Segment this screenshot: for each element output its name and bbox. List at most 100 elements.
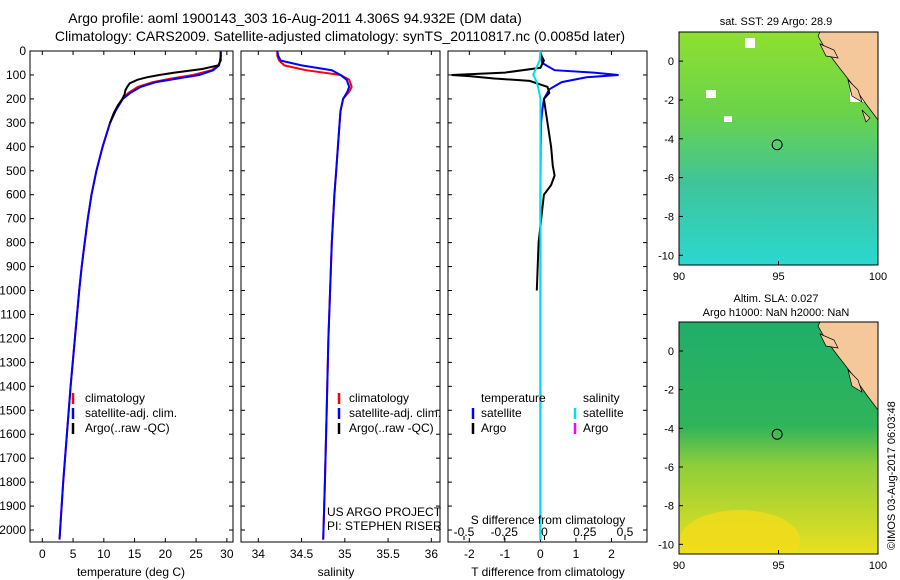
s-diff-tick-label: -0.5: [454, 525, 475, 539]
x-tick-label: 30: [220, 547, 234, 561]
sst-map-title: sat. SST: 29 Argo: 28.9: [720, 16, 833, 28]
high-sla-patch: [680, 510, 800, 554]
difference-legend: temperature salinity satellite Argo sate…: [471, 391, 624, 435]
series-line-salinity-satellite: [532, 50, 542, 540]
x-tick-label: 34.5: [290, 547, 314, 561]
legend-t-satellite: satellite: [481, 406, 522, 420]
lat-tick-label: -2: [664, 95, 674, 107]
sla-map-title-line2: Argo h1000: NaN h2000: NaN: [703, 307, 850, 319]
island: [861, 109, 871, 123]
depth-tick-label: 500: [6, 164, 26, 178]
lat-tick-label: -4: [664, 134, 674, 146]
x-tick-label: 36: [425, 547, 439, 561]
lon-tick-label: 95: [772, 271, 784, 283]
legend-climatology: climatology: [85, 391, 145, 405]
lat-tick-label: -10: [658, 250, 674, 262]
difference-axes-box: [447, 50, 648, 543]
project-credit: US ARGO PROJECT: [327, 505, 442, 519]
missing-data-patch: [706, 90, 716, 98]
temperature-panel: 0100200300400500600700800900100011001200…: [0, 44, 234, 579]
lon-tick-label: 100: [869, 271, 887, 283]
salinity-x-label: salinity: [318, 565, 355, 579]
s-diff-tick-label: 0: [541, 525, 548, 539]
legend-s-argo: Argo: [583, 421, 609, 435]
salinity-series: [276, 50, 353, 540]
legend-s-satellite: satellite: [583, 406, 624, 420]
legend-argo: Argo(..raw -QC): [85, 421, 170, 435]
island: [847, 78, 863, 103]
depth-tick-label: 600: [6, 188, 26, 202]
depth-tick-label: 300: [6, 116, 26, 130]
sla-map-title-line1: Altim. SLA: 0.027: [734, 293, 819, 305]
temperature-legend: climatology satellite-adj. clim. Argo(..…: [71, 391, 177, 435]
x-tick-label: 34: [252, 547, 266, 561]
x-tick-label: 0: [537, 547, 544, 561]
lon-tick-label: 100: [869, 560, 887, 572]
missing-data-patch: [724, 116, 732, 122]
sla-map-axes: 90 95 100 0 -2 -4 -6 -8 -10: [658, 346, 887, 572]
depth-tick-label: 1900: [0, 499, 26, 513]
series-line-temperature-argo: [451, 52, 556, 291]
legend-t-argo: Argo: [481, 421, 507, 435]
difference-panel: -2 -1 0 1 2 -0.5 -0.25 0 0.25 0.5 T difference f…: [447, 50, 648, 579]
salinity-difference-axis: -0.5 -0.25 0 0.25 0.5: [454, 525, 634, 540]
s-diff-label: S difference from climatology: [471, 513, 626, 527]
x-tick-label: 20: [159, 547, 173, 561]
x-tick-label: 5: [70, 547, 77, 561]
depth-tick-label: 400: [6, 140, 26, 154]
lat-tick-label: -10: [658, 539, 674, 551]
lon-tick-label: 90: [673, 560, 685, 572]
temperature-axes-box: [29, 50, 234, 543]
x-tick-label: 0: [39, 547, 46, 561]
legend-temperature-title: temperature: [481, 391, 546, 405]
header-line2: Climatology: CARS2009. Satellite-adjuste…: [55, 28, 625, 44]
difference-series: [451, 50, 619, 540]
depth-tick-label: 1500: [0, 403, 26, 417]
lat-tick-label: -2: [664, 385, 674, 397]
island: [819, 333, 839, 349]
sst-map-axes: 90 95 100 0 -2 -4 -6 -8 -10: [658, 56, 887, 283]
depth-tick-label: 0: [19, 44, 26, 58]
s-diff-tick-label: 0.5: [617, 525, 634, 539]
depth-tick-label: 2000: [0, 523, 26, 537]
x-tick-label: 35: [338, 547, 352, 561]
lon-tick-label: 95: [772, 560, 784, 572]
series-line-satellite-adj-clim-: [58, 51, 222, 540]
salinity-depth-ticks: [241, 50, 440, 531]
salinity-axes-box: [240, 50, 441, 543]
depth-tick-label: 1800: [0, 475, 26, 489]
depth-tick-label: 700: [6, 212, 26, 226]
lon-tick-label: 90: [673, 271, 685, 283]
x-tick-label: 35.5: [376, 547, 400, 561]
lat-tick-label: -8: [664, 501, 674, 513]
depth-tick-label: 100: [6, 68, 26, 82]
series-line-argo-raw-qc-: [109, 52, 222, 124]
lat-tick-label: -8: [664, 211, 674, 223]
depth-axis: 0 100 200 300 400 500 600 700 800 900 1000 1100 1200…: [0, 44, 233, 537]
island: [847, 368, 863, 393]
lat-tick-label: -6: [664, 173, 674, 185]
depth-tick-label: 1700: [0, 451, 26, 465]
x-tick-label: -2: [464, 547, 475, 561]
depth-tick-label: 1200: [0, 331, 26, 345]
x-tick-label: 1: [573, 547, 580, 561]
legend-climatology: climatology: [349, 391, 409, 405]
depth-tick-label: 1400: [0, 379, 26, 393]
depth-tick-label: 1000: [0, 284, 26, 298]
depth-tick-label: 800: [6, 236, 26, 250]
imos-watermark: ©IMOS 03-Aug-2017 06:03:48: [886, 401, 898, 550]
lat-tick-label: -6: [664, 462, 674, 474]
depth-tick-label: 200: [6, 92, 26, 106]
legend-argo: Argo(..raw -QC): [349, 421, 434, 435]
lat-tick-label: 0: [668, 56, 674, 68]
difference-depth-ticks: [448, 50, 647, 531]
legend-satellite: satellite-adj. clim.: [349, 406, 441, 420]
x-tick-label: 10: [97, 547, 111, 561]
salinity-x-axis: 34 34.5 35 35.5 36: [252, 51, 439, 561]
depth-tick-label: 900: [6, 260, 26, 274]
salinity-panel: 34 34.5 35 35.5 36 salinity climatology sate…: [240, 50, 442, 579]
sst-map: sat. SST: 29 Argo: 28.9 90 95 100 0 -2 -4 -6 -8…: [658, 16, 887, 283]
island: [819, 43, 839, 59]
legend-satellite: satellite-adj. clim.: [85, 406, 177, 420]
